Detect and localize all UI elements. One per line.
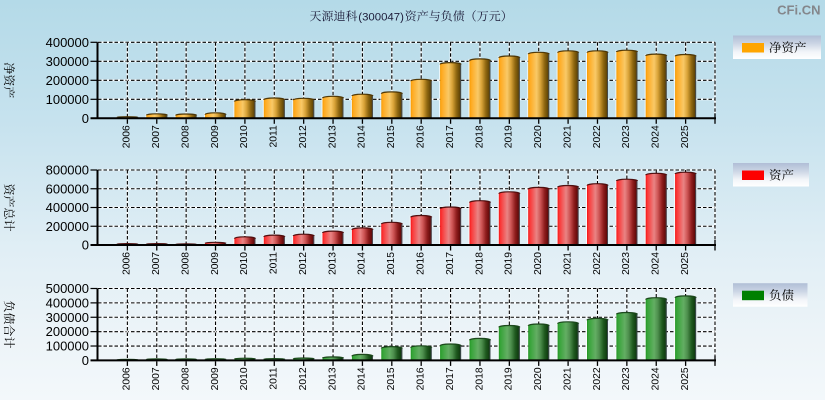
svg-text:2013: 2013 [327,125,338,148]
svg-text:800000: 800000 [46,163,89,178]
svg-text:2018: 2018 [474,252,485,275]
svg-text:2023: 2023 [621,125,632,148]
svg-text:2009: 2009 [210,367,221,390]
svg-text:2010: 2010 [239,125,250,148]
svg-text:2017: 2017 [445,125,456,148]
svg-text:2016: 2016 [416,367,427,390]
svg-text:2025: 2025 [680,125,691,148]
svg-text:2024: 2024 [651,252,662,275]
svg-text:2012: 2012 [298,125,309,148]
svg-text:2025: 2025 [680,252,691,275]
svg-text:2008: 2008 [180,125,191,148]
svg-text:2016: 2016 [416,125,427,148]
svg-text:400000: 400000 [46,296,89,311]
svg-text:2024: 2024 [651,125,662,148]
svg-text:2007: 2007 [151,125,162,148]
svg-text:CFi.CN: CFi.CN [777,3,820,18]
svg-text:2006: 2006 [122,252,133,275]
svg-text:2011: 2011 [269,125,280,147]
svg-text:2012: 2012 [298,367,309,390]
svg-text:2014: 2014 [357,252,368,275]
svg-text:2011: 2011 [269,252,280,274]
svg-text:2009: 2009 [210,125,221,148]
svg-text:2020: 2020 [533,125,544,148]
svg-text:2010: 2010 [239,367,250,390]
svg-text:2015: 2015 [386,367,397,390]
svg-text:2019: 2019 [504,367,515,390]
svg-text:2023: 2023 [621,252,632,275]
svg-text:2010: 2010 [239,252,250,275]
svg-text:100000: 100000 [46,339,89,354]
svg-text:200000: 200000 [46,219,89,234]
svg-text:2008: 2008 [180,367,191,390]
svg-text:2015: 2015 [386,125,397,148]
svg-text:2015: 2015 [386,252,397,275]
svg-text:2018: 2018 [474,367,485,390]
svg-text:2013: 2013 [327,367,338,390]
svg-text:2007: 2007 [151,252,162,275]
svg-text:200000: 200000 [46,73,89,88]
svg-text:2025: 2025 [680,367,691,390]
svg-text:2020: 2020 [533,367,544,390]
svg-text:2021: 2021 [562,125,573,148]
svg-text:500000: 500000 [46,281,89,296]
svg-text:2020: 2020 [533,252,544,275]
svg-text:2019: 2019 [504,125,515,148]
svg-text:2014: 2014 [357,367,368,390]
svg-text:200000: 200000 [46,324,89,339]
svg-text:2019: 2019 [504,252,515,275]
svg-text:0: 0 [82,353,89,368]
svg-text:600000: 600000 [46,181,89,196]
svg-text:2016: 2016 [416,252,427,275]
svg-text:2014: 2014 [357,125,368,148]
svg-text:2022: 2022 [592,125,603,148]
svg-text:2017: 2017 [445,252,456,275]
svg-text:2022: 2022 [592,252,603,275]
svg-text:(300047): (300047) [358,11,404,23]
svg-text:0: 0 [82,238,89,253]
svg-text:2018: 2018 [474,125,485,148]
svg-text:2006: 2006 [122,125,133,148]
svg-text:2023: 2023 [621,367,632,390]
svg-text:2021: 2021 [562,367,573,390]
svg-text:300000: 300000 [46,54,89,69]
svg-text:2006: 2006 [122,367,133,390]
svg-text:2011: 2011 [269,367,280,389]
svg-text:2024: 2024 [651,367,662,390]
svg-text:2007: 2007 [151,367,162,390]
svg-text:2012: 2012 [298,252,309,275]
svg-text:100000: 100000 [46,92,89,107]
svg-text:0: 0 [82,111,89,126]
svg-text:2021: 2021 [562,252,573,275]
svg-text:2017: 2017 [445,367,456,390]
svg-text:400000: 400000 [46,35,89,50]
svg-text:400000: 400000 [46,200,89,215]
svg-text:2009: 2009 [210,252,221,275]
svg-text:2013: 2013 [327,252,338,275]
svg-text:300000: 300000 [46,310,89,325]
svg-text:2022: 2022 [592,367,603,390]
svg-text:2008: 2008 [180,252,191,275]
